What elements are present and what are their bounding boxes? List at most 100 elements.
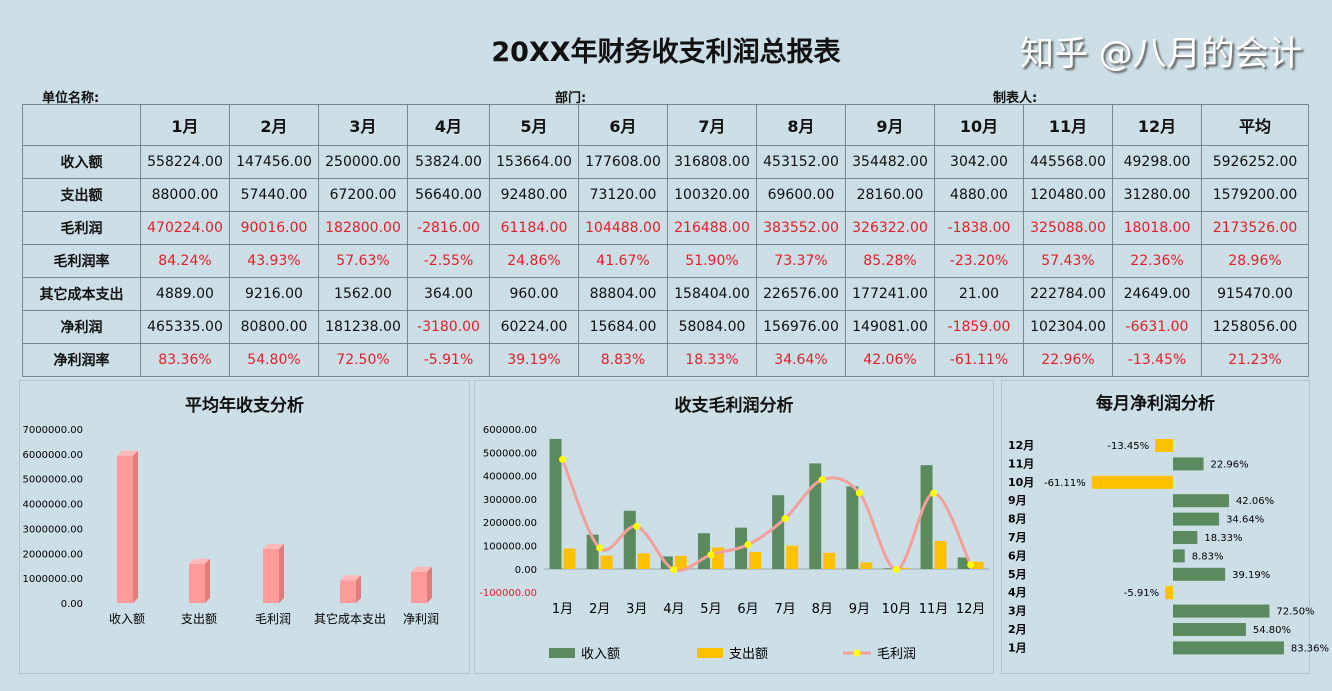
y-tick-label: 600000.00 xyxy=(483,425,537,436)
chart3-svg: 12月 -13.45% 11月 22.96% 10月 -61.11% 9月 42.06% 8月 3… xyxy=(1008,439,1329,655)
income-bar xyxy=(549,438,562,569)
bar xyxy=(340,580,356,603)
expense-bar xyxy=(600,555,613,569)
x-tick-label: 收入额 xyxy=(109,612,145,626)
bar-top xyxy=(117,450,138,456)
data-label: 83.36% xyxy=(1291,643,1329,654)
x-tick-label: 支出额 xyxy=(181,612,217,626)
table-cell: 153664.00 xyxy=(489,145,579,179)
y-tick-label: 1000000.00 xyxy=(23,574,83,585)
table-cell: -13.45% xyxy=(1112,343,1202,377)
table-row: 净利润 465335.00 80800.00 181238.00 -3180.00 602… xyxy=(22,310,1309,344)
x-tick-label: 1月 xyxy=(552,602,573,617)
chart-title: 平均年收支分析 xyxy=(185,396,304,416)
bar xyxy=(411,571,427,603)
chart-average-annual: 平均年收支分析 0.00 1000000.00 2000000.00 3000000.… xyxy=(19,380,470,674)
table-cell: 28.96% xyxy=(1201,244,1309,278)
row-label: 净利润 xyxy=(22,310,141,344)
y-tick-label: 400000.00 xyxy=(483,472,537,483)
table-cell: 88000.00 xyxy=(140,178,230,212)
column-header: 11月 xyxy=(1023,104,1113,146)
table-cell: 177608.00 xyxy=(578,145,668,179)
table-cell: -1838.00 xyxy=(934,211,1024,245)
bar-side xyxy=(356,575,361,603)
category-label: 10月 xyxy=(1008,476,1034,489)
table-cell: 57440.00 xyxy=(229,178,319,212)
column-header: 6月 xyxy=(578,104,668,146)
table-cell: -1859.00 xyxy=(934,310,1024,344)
column-header: 4月 xyxy=(407,104,490,146)
y-tick-label: 500000.00 xyxy=(483,448,537,459)
gross-profit-line xyxy=(561,458,973,573)
table-cell: 470224.00 xyxy=(140,211,230,245)
bar-side xyxy=(279,543,284,603)
table-row: 收入额 558224.00 147456.00 250000.00 53824.00 15… xyxy=(22,145,1309,179)
table-cell: 21.00 xyxy=(934,277,1024,311)
table-cell: -3180.00 xyxy=(407,310,490,344)
table-cell: 3042.00 xyxy=(934,145,1024,179)
chart-title: 每月净利润分析 xyxy=(1096,394,1215,414)
table-cell: 22.36% xyxy=(1112,244,1202,278)
x-tick-label: 4月 xyxy=(663,602,684,617)
column-header: 7月 xyxy=(667,104,757,146)
y-tick-label: 100000.00 xyxy=(483,542,537,553)
table-cell: 182800.00 xyxy=(318,211,408,245)
table-cell: 34.64% xyxy=(756,343,846,377)
table-cell: 31280.00 xyxy=(1112,178,1202,212)
net-margin-bar xyxy=(1173,457,1204,471)
table-cell: 58084.00 xyxy=(667,310,757,344)
x-tick-label: 5月 xyxy=(700,602,721,617)
data-label: -61.11% xyxy=(1044,478,1086,489)
table-cell: 18018.00 xyxy=(1112,211,1202,245)
data-label: 18.33% xyxy=(1204,533,1242,544)
table-row: 毛利润 470224.00 90016.00 182800.00 -2816.00 611… xyxy=(22,211,1309,245)
net-margin-bar xyxy=(1173,549,1185,563)
income-bar xyxy=(772,495,785,569)
category-label: 4月 xyxy=(1008,586,1027,599)
expense-bar xyxy=(749,551,762,569)
table-cell: 92480.00 xyxy=(489,178,579,212)
data-label: 34.64% xyxy=(1226,515,1264,526)
data-label: 54.80% xyxy=(1253,625,1291,636)
category-label: 2月 xyxy=(1008,623,1027,636)
chart-income-expense-profit: 收支毛利润分析 600000.00 500000.00 400000.00 30000… xyxy=(474,380,994,674)
table-cell: 72.50% xyxy=(318,343,408,377)
table-cell: 960.00 xyxy=(489,277,579,311)
net-margin-bar xyxy=(1173,623,1246,636)
x-tick-label: 8月 xyxy=(812,602,833,617)
chart-title: 收支毛利润分析 xyxy=(674,396,794,416)
table-cell: -6631.00 xyxy=(1112,310,1202,344)
bar-side xyxy=(427,566,432,603)
x-tick-label: 净利润 xyxy=(403,612,439,626)
legend-swatch-income xyxy=(549,648,575,658)
gross-profit-point xyxy=(930,489,938,497)
expense-bar xyxy=(563,548,576,569)
column-header: 9月 xyxy=(845,104,935,146)
column-header: 2月 xyxy=(229,104,319,146)
table-cell: 104488.00 xyxy=(578,211,668,245)
table-cell: 24.86% xyxy=(489,244,579,278)
table-cell: 325088.00 xyxy=(1023,211,1113,245)
data-label: 39.19% xyxy=(1232,570,1270,581)
bar-top xyxy=(340,575,361,581)
table-cell: 558224.00 xyxy=(140,145,230,179)
watermark: 知乎 @八月的会计 xyxy=(1020,34,1303,74)
column-header: 5月 xyxy=(489,104,579,146)
y-tick-label: 7000000.00 xyxy=(23,425,83,436)
table-cell: 49298.00 xyxy=(1112,145,1202,179)
category-label: 3月 xyxy=(1008,605,1027,618)
table-cell: 42.06% xyxy=(845,343,935,377)
data-label: 22.96% xyxy=(1211,459,1249,470)
legend-label: 收入额 xyxy=(581,647,620,662)
net-margin-bar xyxy=(1173,531,1198,544)
bar-top xyxy=(411,566,432,572)
bar-top xyxy=(263,543,284,549)
table-cell: 1258056.00 xyxy=(1201,310,1309,344)
net-margin-bar xyxy=(1173,512,1220,526)
table-cell: 15684.00 xyxy=(578,310,668,344)
gross-profit-point xyxy=(596,544,604,552)
y-tick-label: 0.00 xyxy=(515,565,537,576)
net-margin-bar xyxy=(1173,494,1229,508)
expense-bar xyxy=(823,552,836,569)
table-cell: 149081.00 xyxy=(845,310,935,344)
